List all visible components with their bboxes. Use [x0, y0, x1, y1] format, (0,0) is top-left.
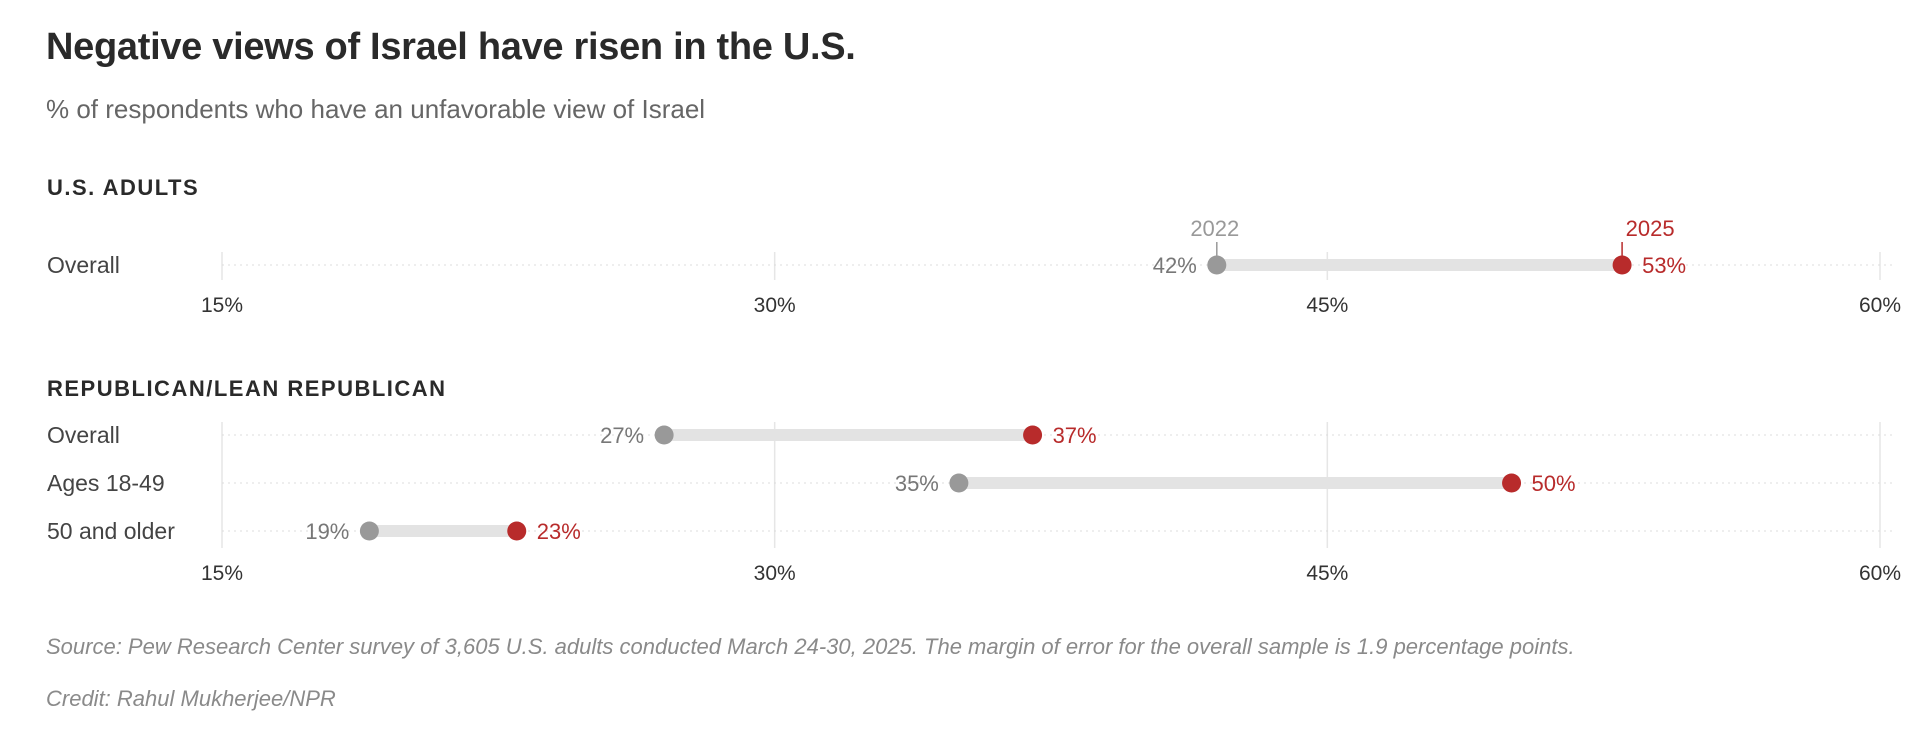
marker-2025 — [507, 521, 527, 541]
marker-2025 — [1612, 255, 1632, 275]
marker-2022 — [359, 521, 379, 541]
x-tick-label: 45% — [1306, 562, 1348, 585]
marker-2022 — [654, 425, 674, 445]
x-tick-label: 30% — [754, 562, 796, 585]
value-label-2025: 53% — [1642, 253, 1686, 278]
x-tick-label: 30% — [754, 294, 796, 317]
value-label-2022: 42% — [1153, 253, 1197, 278]
chart-title: Negative views of Israel have risen in t… — [46, 26, 856, 68]
legend-label-2022: 2022 — [1190, 216, 1239, 241]
value-label-2022: 19% — [305, 519, 349, 544]
panel-heading: REPUBLICAN/LEAN REPUBLICAN — [47, 376, 447, 401]
marker-2025 — [1023, 425, 1043, 445]
row-label: Ages 18-49 — [47, 470, 165, 496]
row-label: Overall — [47, 422, 120, 448]
row-label: Overall — [47, 252, 120, 278]
marker-2022 — [949, 473, 969, 493]
credit-note: Credit: Rahul Mukherjee/NPR — [46, 686, 336, 711]
marker-2025 — [1502, 473, 1522, 493]
x-tick-label: 15% — [201, 294, 243, 317]
panel-heading: U.S. ADULTS — [47, 175, 199, 200]
legend-label-2025: 2025 — [1626, 216, 1675, 241]
value-label-2025: 50% — [1532, 471, 1576, 496]
x-tick-label: 15% — [201, 562, 243, 585]
x-tick-label: 60% — [1859, 294, 1901, 317]
source-note: Source: Pew Research Center survey of 3,… — [46, 634, 1575, 659]
value-label-2022: 27% — [600, 423, 644, 448]
value-label-2022: 35% — [895, 471, 939, 496]
x-tick-label: 45% — [1306, 294, 1348, 317]
value-label-2025: 37% — [1053, 423, 1097, 448]
value-label-2025: 23% — [537, 519, 581, 544]
chart-subtitle: % of respondents who have an unfavorable… — [46, 94, 706, 124]
x-tick-label: 60% — [1859, 562, 1901, 585]
row-label: 50 and older — [47, 518, 175, 544]
marker-2022 — [1207, 255, 1227, 275]
